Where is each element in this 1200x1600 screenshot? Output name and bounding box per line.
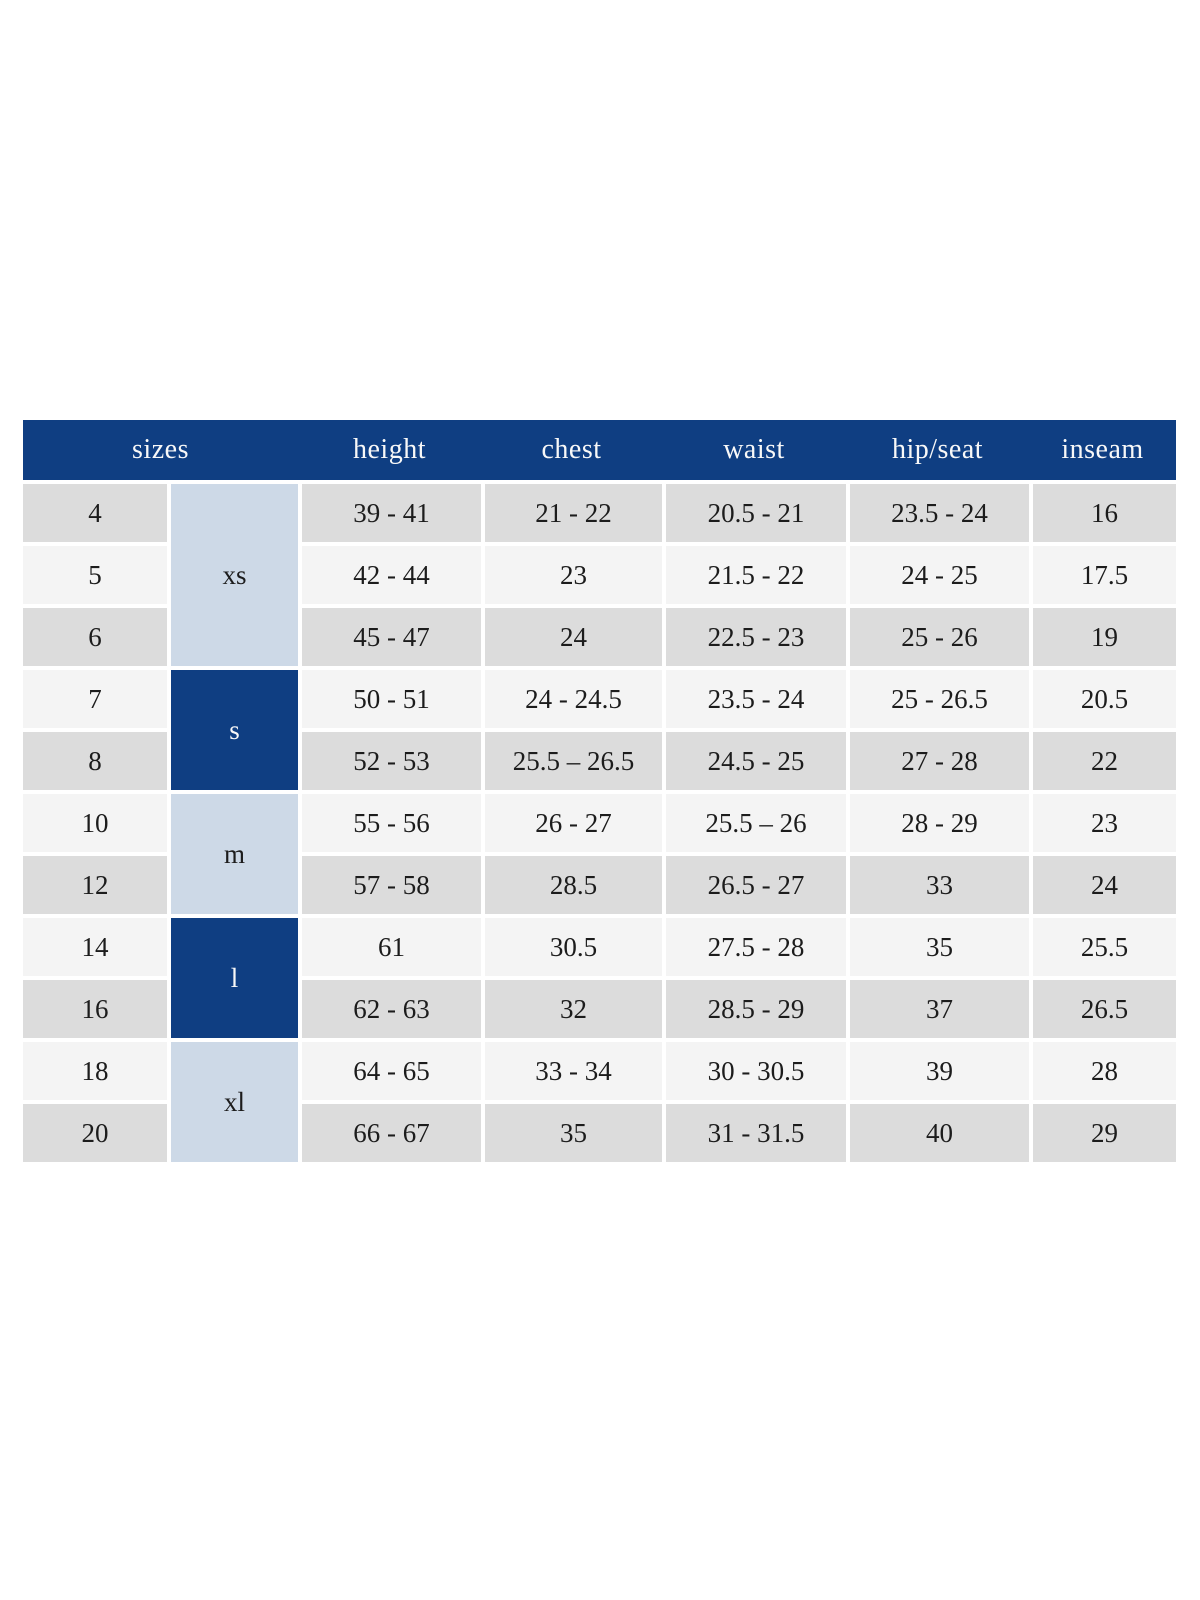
inseam-cell: 25.5 [1033,918,1177,976]
size-group-cell-xl: xl [171,1042,298,1162]
height-cell: 42 - 44 [302,546,481,604]
height-cell: 39 - 41 [302,484,481,542]
height-cell: 50 - 51 [302,670,481,728]
chest-cell: 24 [485,608,662,666]
header-row: sizes height chest waist hip/seat inseam [23,420,1177,480]
height-cell: 62 - 63 [302,980,481,1038]
chest-cell: 21 - 22 [485,484,662,542]
inseam-cell: 28 [1033,1042,1177,1100]
waist-cell: 25.5 – 26 [666,794,846,852]
size-number-cell: 7 [23,670,167,728]
chest-cell: 28.5 [485,856,662,914]
chest-cell: 26 - 27 [485,794,662,852]
hip-seat-cell: 39 [850,1042,1029,1100]
chest-cell: 25.5 – 26.5 [485,732,662,790]
inseam-cell: 23 [1033,794,1177,852]
table-row: 5 42 - 44 23 21.5 - 22 24 - 25 17.5 [23,546,1177,604]
size-number-cell: 4 [23,484,167,542]
hip-seat-cell: 27 - 28 [850,732,1029,790]
waist-cell: 22.5 - 23 [666,608,846,666]
inseam-cell: 24 [1033,856,1177,914]
waist-cell: 27.5 - 28 [666,918,846,976]
waist-cell: 31 - 31.5 [666,1104,846,1162]
height-cell: 52 - 53 [302,732,481,790]
chest-cell: 30.5 [485,918,662,976]
inseam-cell: 17.5 [1033,546,1177,604]
chest-cell: 23 [485,546,662,604]
size-chart-table: sizes height chest waist hip/seat inseam… [19,416,1180,1166]
size-number-cell: 5 [23,546,167,604]
waist-cell: 26.5 - 27 [666,856,846,914]
table-row: 16 62 - 63 32 28.5 - 29 37 26.5 [23,980,1177,1038]
column-header-chest: chest [541,434,602,465]
table-row: 6 45 - 47 24 22.5 - 23 25 - 26 19 [23,608,1177,666]
table-row: 14 l 61 30.5 27.5 - 28 35 25.5 [23,918,1177,1038]
height-cell: 61 [302,918,481,976]
table-row: 8 52 - 53 25.5 – 26.5 24.5 - 25 27 - 28 … [23,732,1177,790]
header-labels: sizes height chest waist hip/seat inseam [23,420,1176,480]
chest-cell: 24 - 24.5 [485,670,662,728]
size-number-cell: 16 [23,980,167,1038]
size-group-cell-s: s [171,670,298,790]
table-row: 7 s 50 - 51 24 - 24.5 23.5 - 24 25 - 26.… [23,670,1177,790]
waist-cell: 30 - 30.5 [666,1042,846,1100]
waist-cell: 28.5 - 29 [666,980,846,1038]
column-header-sizes: sizes [132,434,189,465]
size-number-cell: 18 [23,1042,167,1100]
chest-cell: 32 [485,980,662,1038]
size-number-cell: 10 [23,794,167,852]
hip-seat-cell: 28 - 29 [850,794,1029,852]
waist-cell: 21.5 - 22 [666,546,846,604]
size-number-cell: 6 [23,608,167,666]
size-number-cell: 20 [23,1104,167,1162]
column-header-hip-seat: hip/seat [891,434,984,465]
table-row: 18 xl 64 - 65 33 - 34 30 - 30.5 39 28 [23,1042,1177,1162]
table-row: 4 xs 39 - 41 21 - 22 20.5 - 21 23.5 - 24… [23,484,1177,666]
hip-seat-cell: 35 [850,918,1029,976]
inseam-cell: 16 [1033,484,1177,542]
inseam-cell: 19 [1033,608,1177,666]
table-row: 10 m 55 - 56 26 - 27 25.5 – 26 28 - 29 2… [23,794,1177,914]
table-row: 12 57 - 58 28.5 26.5 - 27 33 24 [23,856,1177,914]
size-group-cell-m: m [171,794,298,914]
size-number-cell: 8 [23,732,167,790]
hip-seat-cell: 25 - 26.5 [850,670,1029,728]
column-header-height: height [353,434,426,465]
height-cell: 55 - 56 [302,794,481,852]
height-cell: 64 - 65 [302,1042,481,1100]
waist-cell: 23.5 - 24 [666,670,846,728]
hip-seat-cell: 40 [850,1104,1029,1162]
hip-seat-cell: 25 - 26 [850,608,1029,666]
chest-cell: 33 - 34 [485,1042,662,1100]
hip-seat-cell: 37 [850,980,1029,1038]
inseam-cell: 29 [1033,1104,1177,1162]
inseam-cell: 20.5 [1033,670,1177,728]
table-header-bar: sizes height chest waist hip/seat inseam [23,420,1177,480]
chest-cell: 35 [485,1104,662,1162]
hip-seat-cell: 23.5 - 24 [850,484,1029,542]
inseam-cell: 22 [1033,732,1177,790]
height-cell: 57 - 58 [302,856,481,914]
size-number-cell: 14 [23,918,167,976]
waist-cell: 24.5 - 25 [666,732,846,790]
column-header-inseam: inseam [1061,434,1144,465]
size-group-cell-xs: xs [171,484,298,666]
waist-cell: 20.5 - 21 [666,484,846,542]
table-row: 20 66 - 67 35 31 - 31.5 40 29 [23,1104,1177,1162]
size-number-cell: 12 [23,856,167,914]
size-group-cell-l: l [171,918,298,1038]
column-header-waist: waist [723,434,785,465]
hip-seat-cell: 33 [850,856,1029,914]
height-cell: 45 - 47 [302,608,481,666]
inseam-cell: 26.5 [1033,980,1177,1038]
height-cell: 66 - 67 [302,1104,481,1162]
hip-seat-cell: 24 - 25 [850,546,1029,604]
